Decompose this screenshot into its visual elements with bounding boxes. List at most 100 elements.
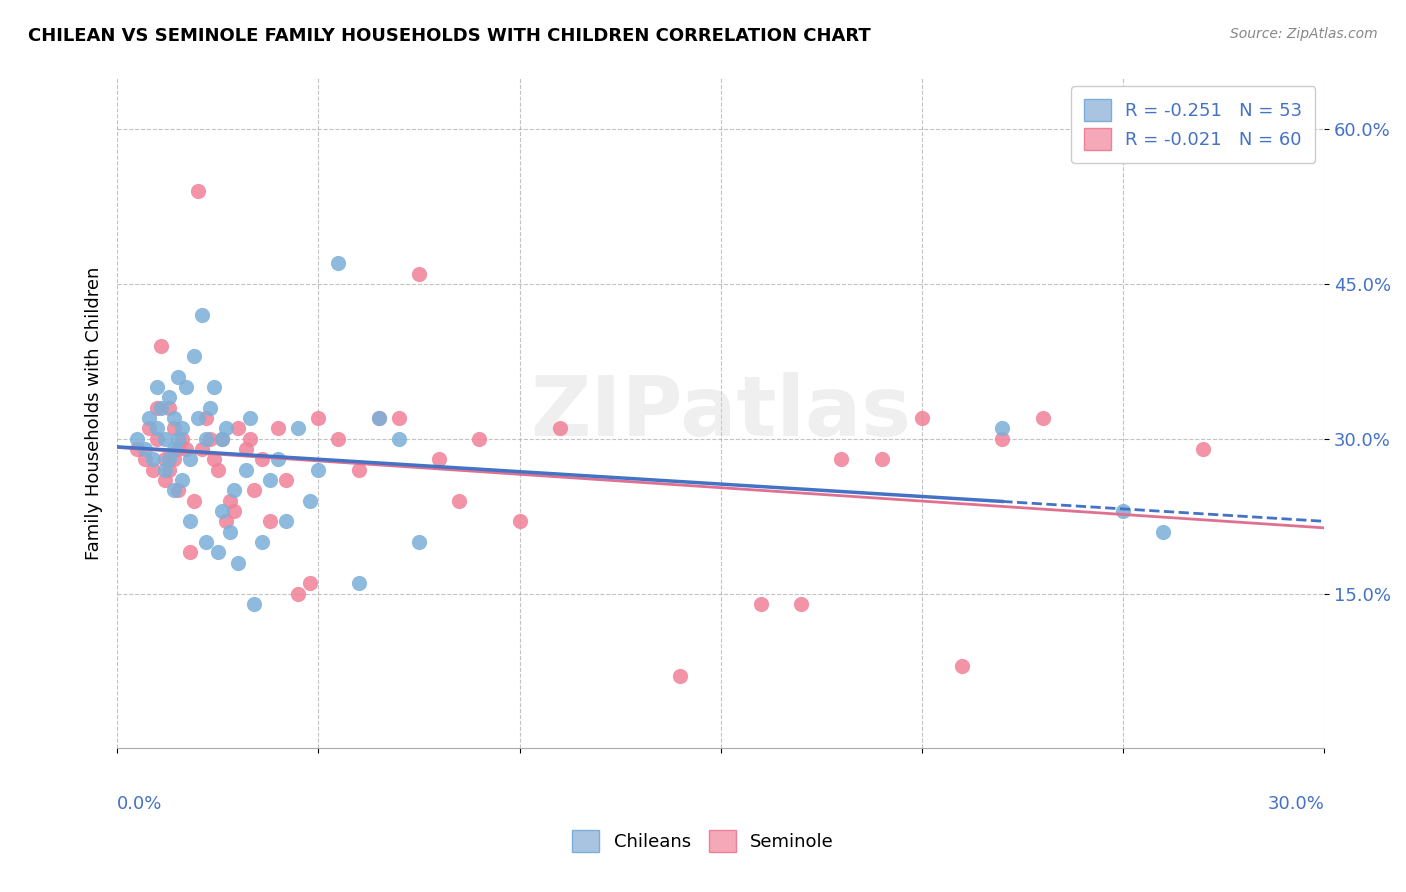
- Point: [328, 432, 350, 446]
- Point: [307, 463, 329, 477]
- Point: [307, 411, 329, 425]
- Point: [243, 483, 266, 498]
- Point: [790, 597, 813, 611]
- Point: [198, 401, 221, 415]
- Point: [408, 267, 430, 281]
- Point: [183, 349, 205, 363]
- Point: [259, 514, 281, 528]
- Point: [179, 514, 201, 528]
- Point: [226, 556, 249, 570]
- Point: [142, 452, 165, 467]
- Point: [211, 432, 233, 446]
- Point: [408, 535, 430, 549]
- Text: CHILEAN VS SEMINOLE FAMILY HOUSEHOLDS WITH CHILDREN CORRELATION CHART: CHILEAN VS SEMINOLE FAMILY HOUSEHOLDS WI…: [28, 27, 870, 45]
- Point: [179, 452, 201, 467]
- Point: [367, 411, 389, 425]
- Point: [911, 411, 934, 425]
- Text: Source: ZipAtlas.com: Source: ZipAtlas.com: [1230, 27, 1378, 41]
- Point: [162, 483, 184, 498]
- Text: ZIPatlas: ZIPatlas: [530, 373, 911, 453]
- Point: [159, 463, 181, 477]
- Point: [162, 452, 184, 467]
- Point: [138, 411, 160, 425]
- Point: [347, 463, 370, 477]
- Point: [287, 421, 309, 435]
- Point: [155, 452, 177, 467]
- Point: [127, 442, 149, 456]
- Point: [150, 401, 173, 415]
- Point: [146, 380, 169, 394]
- Point: [449, 493, 471, 508]
- Point: [174, 442, 197, 456]
- Point: [222, 504, 245, 518]
- Text: 30.0%: 30.0%: [1267, 796, 1324, 814]
- Point: [146, 421, 169, 435]
- Point: [299, 493, 322, 508]
- Point: [211, 432, 233, 446]
- Point: [134, 442, 156, 456]
- Point: [239, 411, 262, 425]
- Point: [155, 463, 177, 477]
- Point: [239, 432, 262, 446]
- Point: [991, 432, 1014, 446]
- Point: [146, 401, 169, 415]
- Point: [508, 514, 530, 528]
- Point: [146, 432, 169, 446]
- Point: [250, 535, 273, 549]
- Point: [194, 411, 217, 425]
- Point: [548, 421, 571, 435]
- Legend: R = -0.251   N = 53, R = -0.021   N = 60: R = -0.251 N = 53, R = -0.021 N = 60: [1071, 87, 1315, 163]
- Point: [388, 432, 411, 446]
- Point: [183, 493, 205, 508]
- Point: [1112, 504, 1135, 518]
- Point: [198, 432, 221, 446]
- Point: [174, 380, 197, 394]
- Point: [170, 421, 193, 435]
- Point: [187, 184, 209, 198]
- Point: [166, 432, 188, 446]
- Point: [276, 514, 298, 528]
- Point: [202, 380, 225, 394]
- Point: [218, 524, 240, 539]
- Point: [170, 432, 193, 446]
- Point: [991, 421, 1014, 435]
- Point: [468, 432, 491, 446]
- Point: [276, 473, 298, 487]
- Point: [870, 452, 893, 467]
- Point: [1031, 411, 1053, 425]
- Point: [150, 339, 173, 353]
- Point: [215, 514, 238, 528]
- Point: [235, 442, 257, 456]
- Point: [159, 401, 181, 415]
- Point: [267, 452, 290, 467]
- Legend: Chileans, Seminole: Chileans, Seminole: [560, 818, 846, 865]
- Point: [1192, 442, 1215, 456]
- Point: [222, 483, 245, 498]
- Point: [830, 452, 852, 467]
- Point: [159, 391, 181, 405]
- Point: [162, 411, 184, 425]
- Point: [215, 421, 238, 435]
- Point: [194, 432, 217, 446]
- Point: [155, 432, 177, 446]
- Point: [190, 308, 212, 322]
- Point: [347, 576, 370, 591]
- Point: [267, 421, 290, 435]
- Point: [950, 659, 973, 673]
- Point: [166, 369, 188, 384]
- Point: [162, 421, 184, 435]
- Point: [194, 535, 217, 549]
- Point: [207, 463, 229, 477]
- Point: [1152, 524, 1174, 539]
- Point: [187, 411, 209, 425]
- Y-axis label: Family Households with Children: Family Households with Children: [86, 267, 103, 559]
- Point: [287, 586, 309, 600]
- Point: [162, 442, 184, 456]
- Point: [170, 473, 193, 487]
- Point: [367, 411, 389, 425]
- Point: [388, 411, 411, 425]
- Point: [243, 597, 266, 611]
- Point: [202, 452, 225, 467]
- Point: [226, 421, 249, 435]
- Point: [179, 545, 201, 559]
